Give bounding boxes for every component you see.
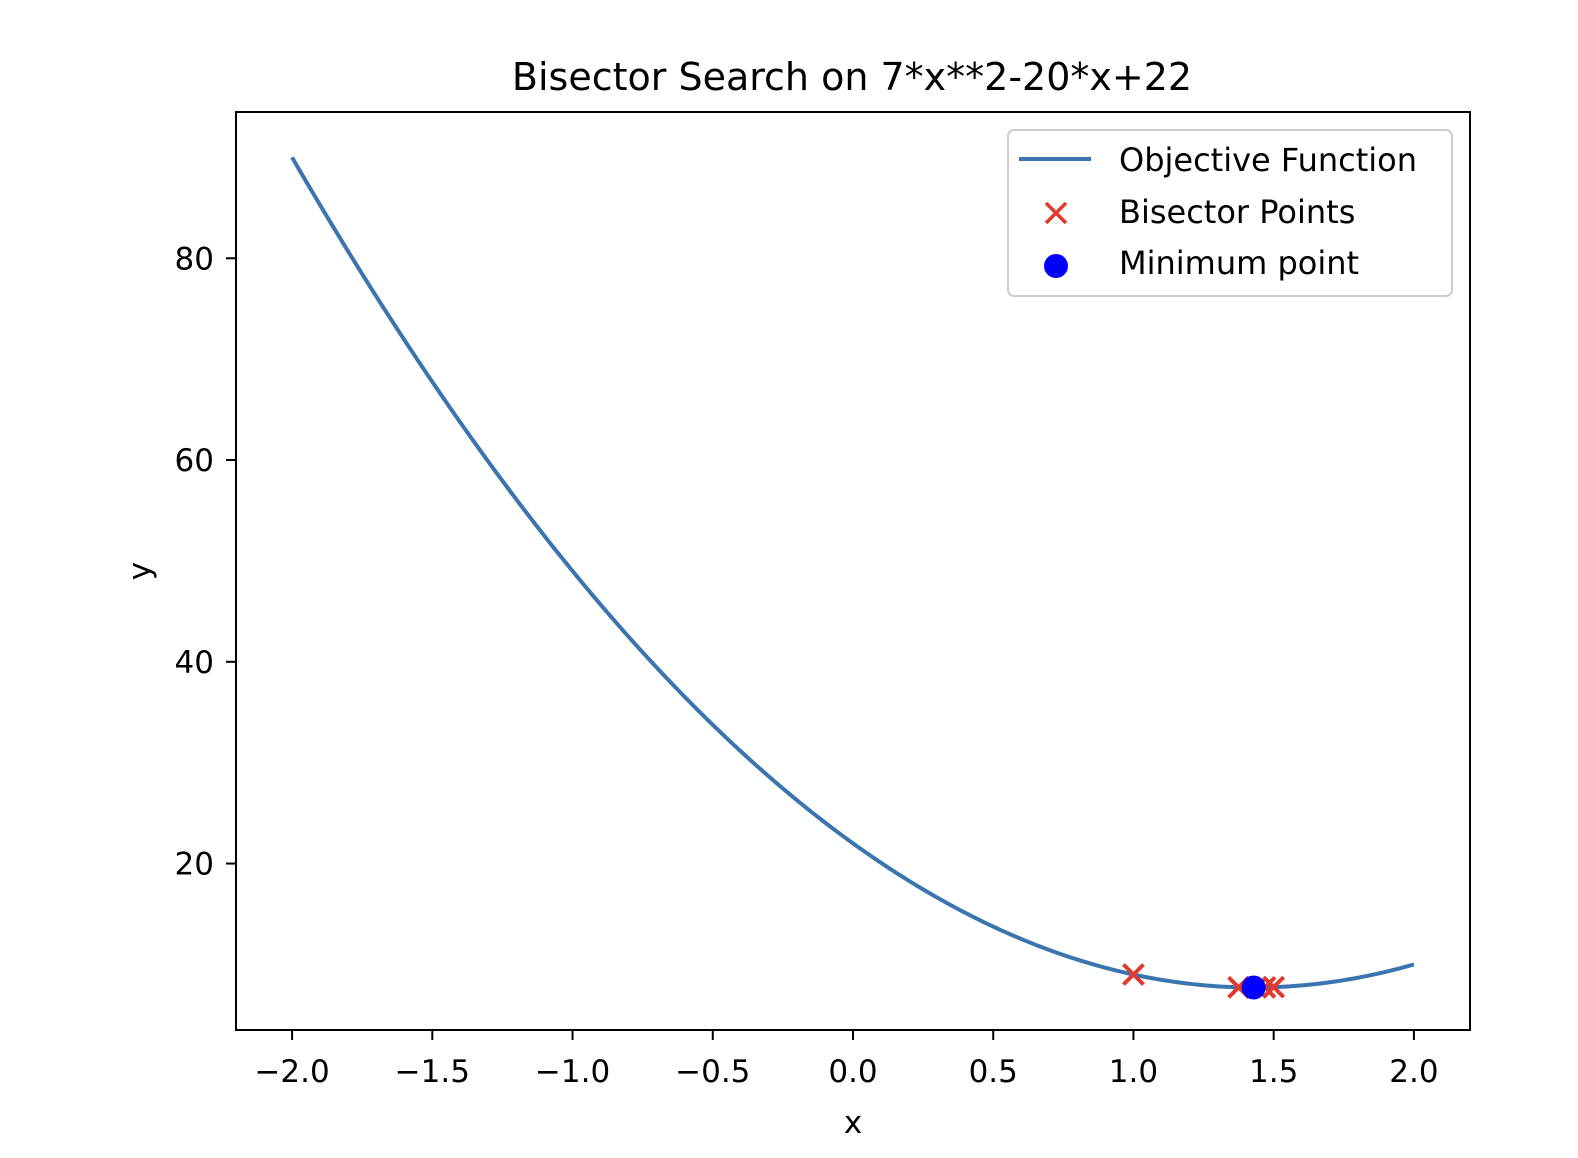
x-tick-label: −2.0	[254, 1054, 329, 1090]
y-tick-label: 60	[175, 443, 214, 479]
legend: Objective Function Bisector Points Minim…	[1007, 129, 1453, 297]
y-tick-label: 80	[175, 241, 214, 277]
chart-title: Bisector Search on 7*x**2-20*x+22	[512, 55, 1192, 99]
x-tick-label: −0.5	[675, 1054, 750, 1090]
x-tick-label: 2.0	[1389, 1054, 1438, 1090]
x-tick-label: −1.0	[535, 1054, 610, 1090]
objective-function-line	[290, 156, 1415, 990]
x-axis-ticks: −2.0 −1.5 −1.0 −0.5 0.0 0.5 1.0 1.5 2.0	[254, 1030, 1439, 1090]
x-tick-label: 0.0	[828, 1054, 877, 1090]
legend-label-objective: Objective Function	[1119, 141, 1417, 179]
x-tick-label: −1.5	[395, 1054, 470, 1090]
legend-x-marker-icon	[1044, 201, 1068, 225]
points-layer	[1122, 963, 1286, 1000]
minimum-point	[1241, 975, 1266, 1000]
bisector-point	[1262, 975, 1286, 999]
y-tick-label: 40	[175, 645, 214, 681]
x-axis-label: x	[844, 1105, 862, 1141]
curve-layer	[290, 156, 1415, 990]
x-tick-label: 0.5	[969, 1054, 1018, 1090]
y-axis-ticks: 20 40 60 80	[175, 241, 236, 883]
legend-frame	[1007, 129, 1453, 297]
x-tick-label: 1.0	[1109, 1054, 1158, 1090]
x-tick-label: 1.5	[1249, 1054, 1298, 1090]
legend-dot-icon	[1044, 254, 1068, 278]
y-axis-label: y	[122, 562, 158, 580]
bisector-point	[1122, 963, 1145, 986]
legend-label-bisector: Bisector Points	[1119, 193, 1355, 231]
y-tick-label: 20	[175, 847, 214, 883]
legend-label-minimum: Minimum point	[1119, 244, 1359, 282]
